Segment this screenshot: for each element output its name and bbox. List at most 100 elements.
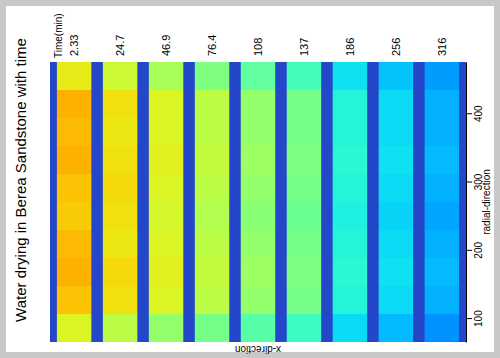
- cell: [379, 90, 413, 118]
- cell: [149, 230, 183, 258]
- cell: [425, 286, 459, 314]
- tick-mark: [466, 113, 472, 114]
- cell: [241, 118, 275, 146]
- cell: [103, 314, 137, 342]
- tick-label: 200: [473, 242, 484, 259]
- plot-area: [50, 62, 466, 342]
- strip: [57, 62, 91, 342]
- cell: [103, 62, 137, 90]
- cell: [379, 62, 413, 90]
- cell: [195, 62, 229, 90]
- cell: [195, 286, 229, 314]
- time-label: 76.4: [206, 35, 218, 56]
- cell: [57, 230, 91, 258]
- cell: [379, 258, 413, 286]
- cell: [333, 62, 367, 90]
- cell: [287, 314, 321, 342]
- strip: [333, 62, 367, 342]
- tick-mark: [466, 318, 472, 319]
- cell: [379, 118, 413, 146]
- cell: [379, 202, 413, 230]
- panel: [6, 6, 494, 352]
- cell: [287, 62, 321, 90]
- cell: [287, 258, 321, 286]
- cell: [103, 230, 137, 258]
- cell: [333, 174, 367, 202]
- strip: [379, 62, 413, 342]
- cell: [241, 230, 275, 258]
- cell: [103, 146, 137, 174]
- cell: [425, 314, 459, 342]
- cell: [57, 258, 91, 286]
- cell: [57, 62, 91, 90]
- cell: [333, 258, 367, 286]
- cell: [103, 118, 137, 146]
- time-label: 256: [390, 38, 402, 56]
- cell: [57, 202, 91, 230]
- tick-label: 400: [473, 105, 484, 122]
- cell: [149, 62, 183, 90]
- cell: [379, 230, 413, 258]
- cell: [287, 202, 321, 230]
- cell: [333, 286, 367, 314]
- cell: [425, 230, 459, 258]
- cell: [195, 202, 229, 230]
- cell: [333, 146, 367, 174]
- cell: [333, 90, 367, 118]
- strip: [103, 62, 137, 342]
- cell: [287, 174, 321, 202]
- cell: [425, 118, 459, 146]
- cell: [149, 90, 183, 118]
- tick: 100: [466, 310, 484, 327]
- cell: [57, 146, 91, 174]
- strip: [149, 62, 183, 342]
- cell: [57, 118, 91, 146]
- cell: [149, 286, 183, 314]
- cell: [241, 62, 275, 90]
- strip: [287, 62, 321, 342]
- cell: [57, 314, 91, 342]
- cell: [103, 258, 137, 286]
- cell: [379, 314, 413, 342]
- cell: [241, 258, 275, 286]
- cell: [195, 314, 229, 342]
- cell: [241, 146, 275, 174]
- tick: 200: [466, 242, 484, 259]
- cell: [103, 174, 137, 202]
- cell: [241, 314, 275, 342]
- cell: [195, 230, 229, 258]
- figure: 1002003004002.3324.746.976.4108137186256…: [0, 0, 500, 358]
- cell: [195, 146, 229, 174]
- time-label: 108: [252, 38, 264, 56]
- axis-title: Time(min): [53, 13, 64, 58]
- time-label: 2.33: [68, 35, 80, 56]
- strip: [195, 62, 229, 342]
- tick-label: 100: [473, 310, 484, 327]
- time-label: 46.9: [160, 35, 172, 56]
- cell: [149, 146, 183, 174]
- time-label: 316: [436, 38, 448, 56]
- cell: [241, 286, 275, 314]
- cell: [195, 90, 229, 118]
- cell: [103, 90, 137, 118]
- cell: [379, 286, 413, 314]
- cell: [241, 90, 275, 118]
- cell: [149, 118, 183, 146]
- cell: [241, 202, 275, 230]
- axis-title: radial-direction: [481, 169, 492, 235]
- cell: [57, 286, 91, 314]
- title: Water drying in Berea Sandstone with tim…: [12, 38, 29, 322]
- cell: [425, 202, 459, 230]
- cell: [333, 202, 367, 230]
- plot-background: [50, 62, 466, 342]
- cell: [425, 174, 459, 202]
- time-label: 137: [298, 38, 310, 56]
- cell: [425, 146, 459, 174]
- cell: [149, 202, 183, 230]
- cell: [57, 90, 91, 118]
- axis-line: [466, 63, 467, 343]
- cell: [379, 174, 413, 202]
- cell: [149, 314, 183, 342]
- cell: [195, 118, 229, 146]
- background: [0, 0, 500, 358]
